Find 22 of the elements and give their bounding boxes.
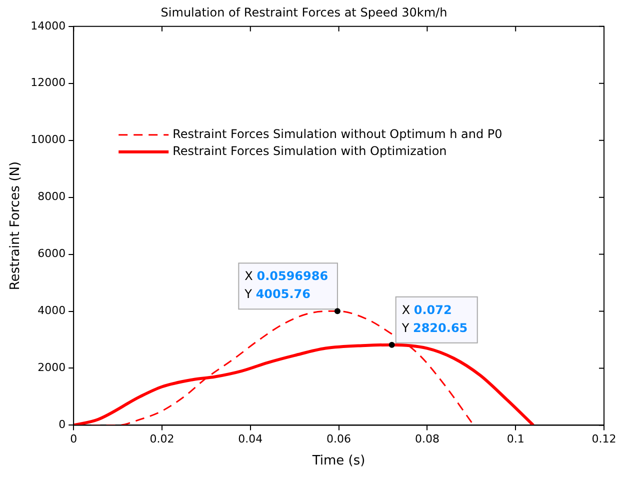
x-tick-label: 0.12 xyxy=(592,432,616,446)
y-tick-label: 12000 xyxy=(30,76,66,90)
chart-title: Simulation of Restraint Forces at Speed 30km/h xyxy=(160,5,448,20)
y-tick-label: 2000 xyxy=(38,361,66,374)
legend-label: Restraint Forces Simulation without Optimum h and P0 xyxy=(172,127,502,142)
x-tick-label: 0.02 xyxy=(150,432,174,446)
annotation: X 0.072 Y 2820.65 xyxy=(400,302,468,335)
x-tick-label: 0.04 xyxy=(238,432,263,446)
x-tick-label: 0.1 xyxy=(506,432,524,446)
y-axis-title: Restraint Forces (N) xyxy=(8,161,24,290)
y-tick-label: 0 xyxy=(58,418,66,432)
x-tick-label: 0.06 xyxy=(326,432,352,446)
x-tick-label: 0 xyxy=(70,432,78,446)
y-tick-label: 14000 xyxy=(30,19,66,32)
y-tick-label: 4000 xyxy=(38,304,66,318)
legend-label: Restraint Forces Simulation with Optimization xyxy=(172,144,447,158)
x-axis-title: Time (s) xyxy=(311,454,366,469)
annotation: X 0.0596986 Y 4005.76 xyxy=(244,269,328,302)
x-tick-label: 0.08 xyxy=(414,432,440,446)
y-tick-label: 10000 xyxy=(30,133,66,146)
y-tick-label: 6000 xyxy=(38,247,66,260)
y-tick-label: 8000 xyxy=(38,190,66,204)
